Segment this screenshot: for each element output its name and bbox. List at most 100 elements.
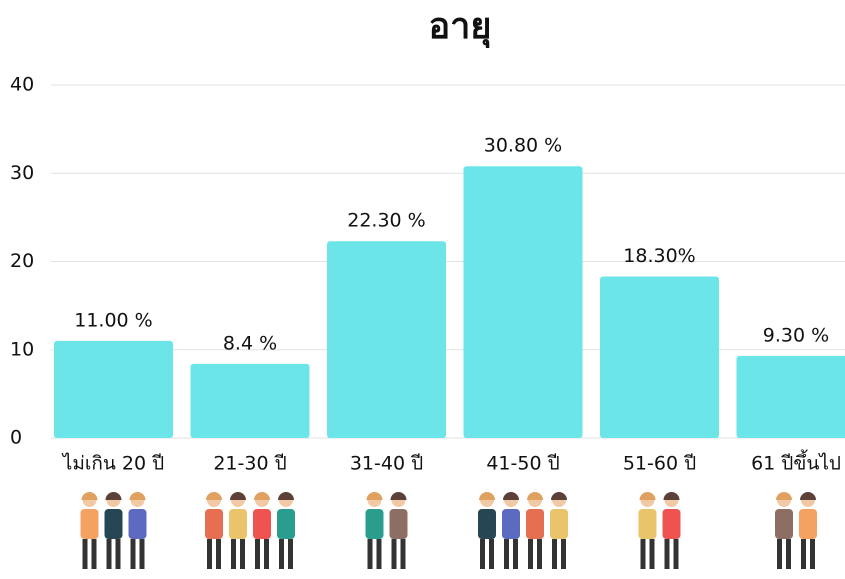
legs <box>139 539 145 569</box>
body <box>775 509 793 539</box>
person-icon <box>104 492 123 569</box>
body <box>205 509 223 539</box>
person-icon <box>550 492 568 569</box>
x-tick-label: 41-50 ปี <box>486 453 559 475</box>
legs <box>513 539 518 569</box>
person-icon <box>775 492 793 569</box>
legs <box>255 539 260 569</box>
hair <box>776 492 792 500</box>
x-tick-label: 51-60 ปี <box>623 453 696 475</box>
legs <box>640 539 646 569</box>
hair <box>800 492 816 500</box>
x-tick-label: 31-40 ปี <box>350 453 423 475</box>
body <box>799 509 817 539</box>
y-tick-label: 20 <box>10 250 34 272</box>
legs <box>400 539 406 569</box>
value-label: 11.00 % <box>74 309 153 331</box>
value-label: 30.80 % <box>484 135 563 157</box>
x-tick-label: ไม่เกิน 20 ปี <box>61 453 164 475</box>
legs <box>480 539 485 569</box>
hair <box>639 492 656 500</box>
person-icon <box>277 492 295 569</box>
legs <box>504 539 509 569</box>
legs <box>561 539 566 569</box>
body <box>502 509 520 539</box>
hair <box>551 492 567 500</box>
person-icon <box>365 492 384 569</box>
body <box>104 509 123 539</box>
person-icon <box>253 492 271 569</box>
hair <box>503 492 519 500</box>
body <box>550 509 568 539</box>
hair <box>390 492 407 500</box>
hair <box>206 492 222 500</box>
legs <box>391 539 397 569</box>
legs <box>801 539 806 569</box>
bar <box>736 355 845 438</box>
legs <box>786 539 791 569</box>
person-icon <box>389 492 408 569</box>
person-icon <box>205 492 223 569</box>
value-label: 9.30 % <box>763 324 829 346</box>
legs <box>777 539 782 569</box>
hair <box>479 492 495 500</box>
legs <box>537 539 542 569</box>
legs <box>216 539 221 569</box>
body <box>389 509 408 539</box>
body <box>638 509 657 539</box>
legs <box>264 539 269 569</box>
hair <box>105 492 122 500</box>
y-tick-label: 40 <box>10 74 34 96</box>
legs <box>91 539 97 569</box>
legs <box>288 539 293 569</box>
legs <box>82 539 88 569</box>
body <box>253 509 271 539</box>
legs <box>552 539 557 569</box>
legs <box>207 539 212 569</box>
hair <box>81 492 98 500</box>
legs <box>231 539 236 569</box>
person-icon <box>526 492 544 569</box>
y-tick-label: 0 <box>10 427 22 449</box>
hair <box>527 492 543 500</box>
bar <box>327 241 446 438</box>
y-tick-label: 30 <box>10 162 34 184</box>
body <box>80 509 99 539</box>
legs <box>130 539 136 569</box>
value-label: 8.4 % <box>223 332 277 354</box>
person-icon <box>799 492 817 569</box>
legs <box>376 539 382 569</box>
legs <box>240 539 245 569</box>
legs <box>489 539 494 569</box>
legs <box>673 539 679 569</box>
body <box>662 509 681 539</box>
legs <box>649 539 655 569</box>
legs <box>528 539 533 569</box>
person-icon <box>128 492 147 569</box>
value-label: 18.30% <box>623 245 695 267</box>
body <box>277 509 295 539</box>
hair <box>230 492 246 500</box>
person-icon <box>662 492 681 569</box>
person-icon <box>80 492 99 569</box>
body <box>365 509 384 539</box>
hair <box>254 492 270 500</box>
legs <box>106 539 112 569</box>
x-tick-label: 61 ปีขึ้นไป <box>751 450 841 475</box>
bar <box>190 363 310 438</box>
person-icon <box>638 492 657 569</box>
hair <box>278 492 294 500</box>
legs <box>115 539 121 569</box>
body <box>478 509 496 539</box>
person-icon <box>478 492 496 569</box>
legs <box>279 539 284 569</box>
body <box>128 509 147 539</box>
hair <box>129 492 146 500</box>
chart-title: อายุ <box>429 6 492 49</box>
hair <box>663 492 680 500</box>
legs <box>810 539 815 569</box>
y-tick-label: 10 <box>10 338 34 360</box>
x-tick-label: 21-30 ปี <box>213 453 286 475</box>
legs <box>664 539 670 569</box>
